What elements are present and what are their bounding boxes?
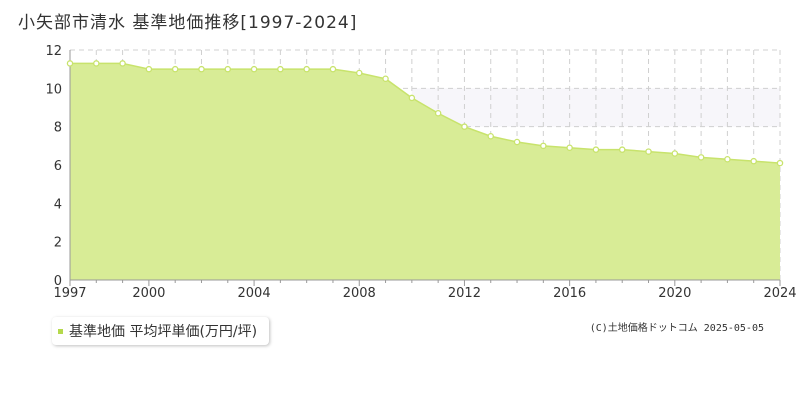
data-point [408,94,416,102]
x-tick-label: 2004 [238,286,271,301]
x-tick-label: 1997 [53,286,86,301]
data-point [145,65,153,73]
data-point [487,132,494,140]
data-point [724,155,731,163]
data-point [66,60,74,67]
data-point [697,154,705,161]
data-point [618,146,626,153]
data-point [461,123,468,130]
data-point [513,138,521,146]
data-point [224,65,232,73]
chart-title: 小矢部市清水 基準地価推移[1997-2024] [18,13,358,33]
data-point [303,65,310,73]
legend-label: 基準地価 平均坪単価(万円/坪) [69,324,258,340]
legend-swatch [58,328,63,334]
data-point [250,65,258,73]
x-tick-label: 2008 [343,286,376,301]
area-layer [70,62,781,280]
data-point [119,60,126,67]
data-point [329,65,337,73]
x-tick-label: 2020 [658,286,691,301]
y-tick-label: 4 [54,197,62,212]
data-point [277,65,284,73]
data-point [540,142,547,150]
series-area [70,63,780,280]
x-tick-label: 2016 [553,286,586,301]
y-tick-label: 2 [54,236,62,251]
data-point [776,159,784,167]
x-tick-label: 2000 [132,286,165,301]
axis-layer [69,50,781,286]
data-point [382,75,389,83]
data-point [671,150,679,157]
data-point-layer [66,60,784,167]
data-point [434,110,442,117]
data-point [93,60,100,67]
x-tick-label: 2012 [448,286,481,301]
y-tick-label: 0 [54,274,62,289]
y-tick-label: 12 [45,44,62,59]
series-line [70,62,781,164]
data-point [645,148,652,155]
data-point [592,146,600,153]
data-point [750,157,757,165]
data-point [566,144,573,151]
data-point [356,69,363,77]
y-tick-label: 8 [54,121,62,136]
y-tick-label: 6 [54,159,62,174]
data-point [198,65,205,73]
y-tick-label: 10 [45,82,62,97]
x-tick-label: 2024 [763,286,796,301]
tick-label-layer: 0 2 4 6 8 10 12 1997 2000 2004 2008 2012 2016 2020 202… [45,44,796,301]
source-credit: (C)土地価格ドットコム 2025-05-05 [589,323,764,334]
data-point [171,65,179,73]
chart-legend: 基準地価 平均坪単価(万円/坪) [52,317,270,345]
